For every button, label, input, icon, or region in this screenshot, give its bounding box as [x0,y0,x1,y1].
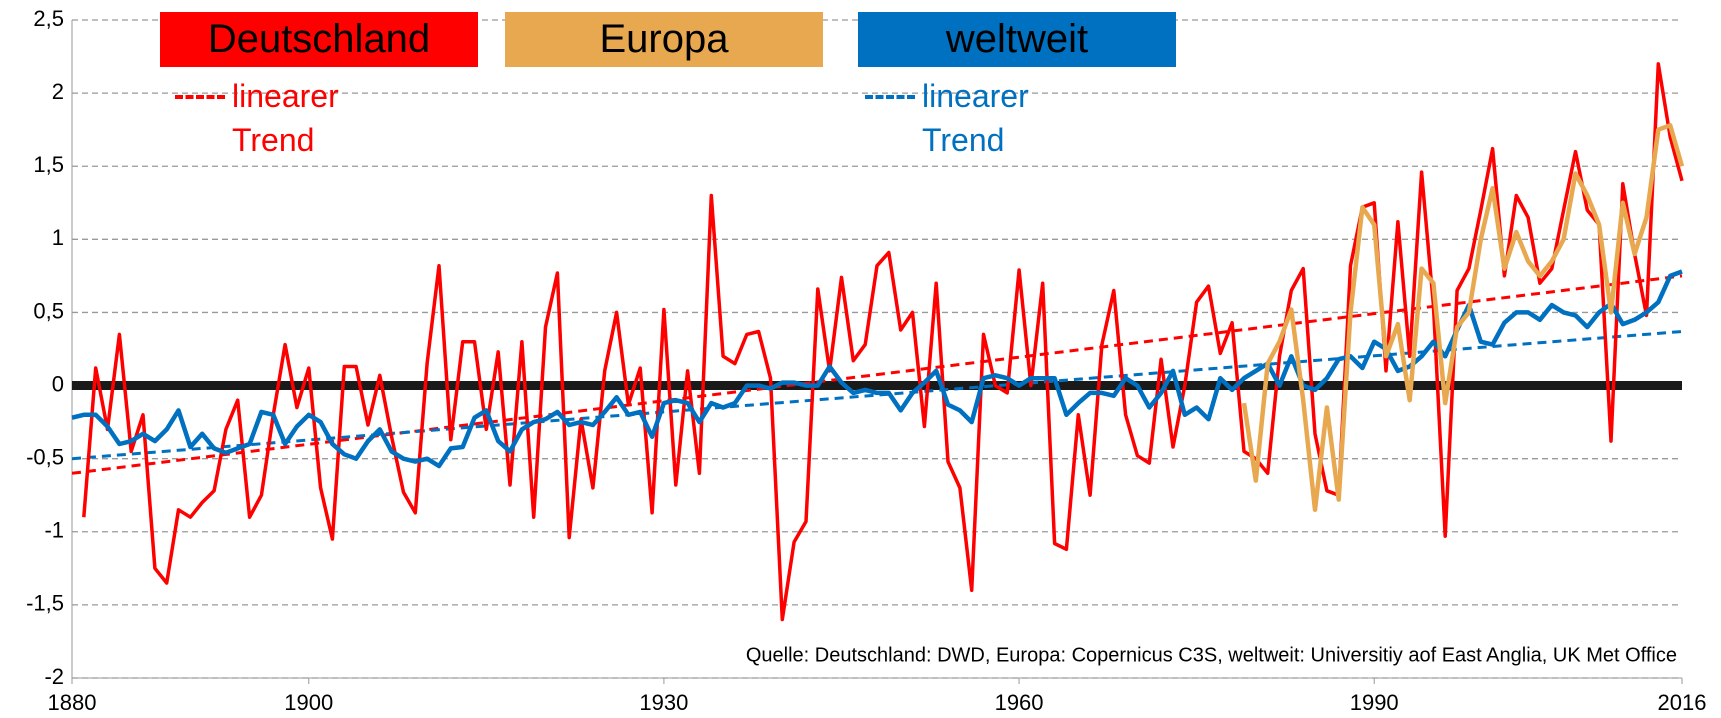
legend-trend-label: linearer Trend [232,78,339,158]
series-line [82,62,1684,622]
x-tick-label: 2016 [1658,690,1707,715]
x-tick-label: 1960 [995,690,1044,715]
y-tick-label: -1,5 [26,591,64,616]
y-tick-label: 2,5 [33,6,64,31]
y-tick-label: -0,5 [26,444,64,469]
legend-box: Europa [505,12,823,67]
series-line [1241,123,1685,513]
y-tick-label: 0 [52,371,64,396]
x-tick-label: 1880 [48,690,97,715]
y-tick-label: -1 [44,518,64,543]
y-tick-label: 1,5 [33,152,64,177]
y-tick-label: 1 [52,225,64,250]
x-tick-label: 1900 [284,690,333,715]
y-tick-label: 2 [52,79,64,104]
legend-box: weltweit [858,12,1176,67]
legend-dash [175,95,225,99]
source-annotation: Quelle: Deutschland: DWD, Europa: Copern… [746,644,1677,666]
x-tick-label: 1930 [639,690,688,715]
legend-trend-label: linearer Trend [922,78,1029,158]
y-tick-label: 0,5 [33,298,64,323]
legend-dash [865,95,915,99]
x-tick-label: 1990 [1350,690,1399,715]
y-tick-label: -2 [44,664,64,689]
legend-box: Deutschland [160,12,478,67]
